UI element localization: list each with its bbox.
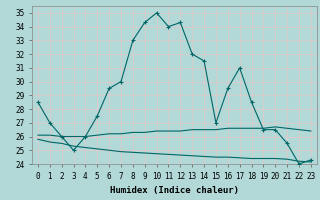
X-axis label: Humidex (Indice chaleur): Humidex (Indice chaleur) <box>110 186 239 195</box>
